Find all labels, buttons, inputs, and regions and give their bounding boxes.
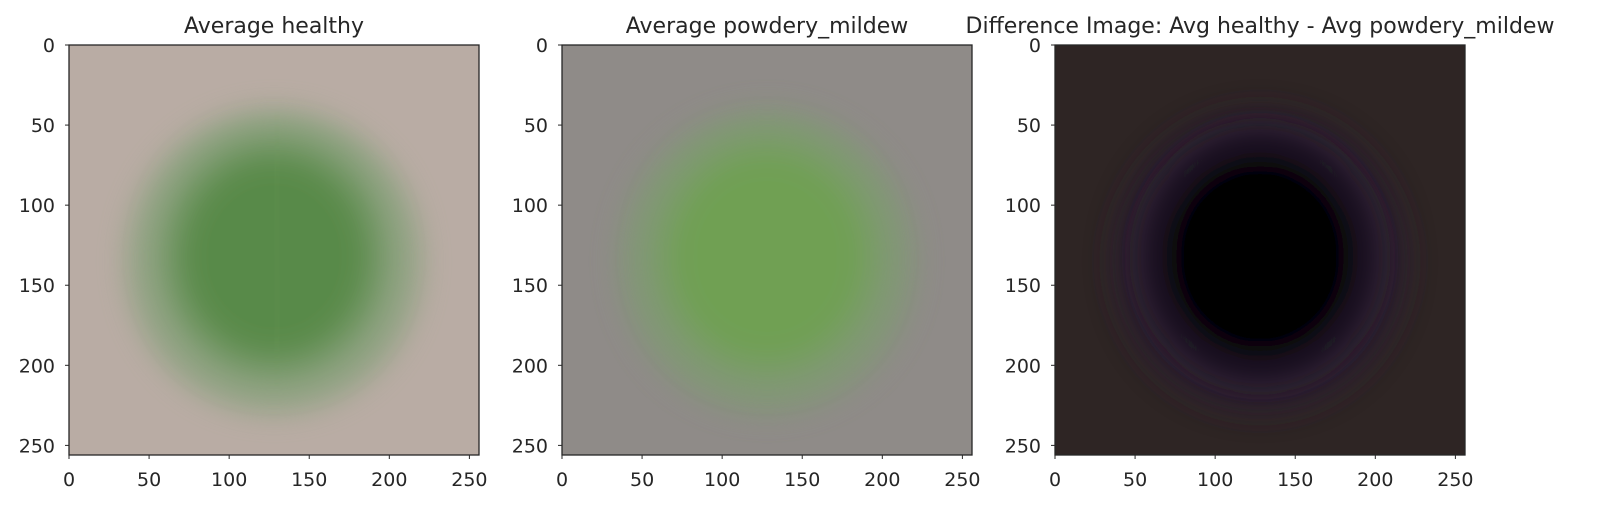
- y-tick-label: 250: [1005, 435, 1041, 457]
- y-tick-label: 50: [524, 115, 548, 137]
- y-tick-label: 150: [19, 275, 55, 297]
- y-tick-label: 100: [19, 195, 55, 217]
- axes-frame: [561, 44, 973, 456]
- panel-1: Average healthy 0 50 100 150 200 250 0 50 100 150 2…: [19, 14, 488, 491]
- x-tick-label: 200: [864, 469, 900, 491]
- axes-frame: [1054, 44, 1466, 456]
- x-tick-label: 0: [1049, 469, 1061, 491]
- y-tick-label: 100: [1005, 195, 1041, 217]
- y-tick-label: 0: [1029, 35, 1041, 57]
- y-tick-label: 50: [31, 115, 55, 137]
- x-tick-label: 100: [1197, 469, 1233, 491]
- average-image: [1055, 45, 1465, 455]
- y-tick-label: 50: [1017, 115, 1041, 137]
- x-tick-label: 0: [63, 469, 75, 491]
- panel-title: Difference Image: Avg healthy - Avg powd…: [966, 14, 1555, 39]
- y-tick-label: 150: [1005, 275, 1041, 297]
- x-tick-label: 150: [291, 469, 327, 491]
- leaf-blob: [1141, 129, 1379, 384]
- x-tick-label: 0: [556, 469, 568, 491]
- x-tick-label: 250: [1437, 469, 1473, 491]
- panel-title: Average healthy: [184, 14, 364, 39]
- panel-3: Difference Image: Avg healthy - Avg powd…: [966, 14, 1555, 491]
- x-tick-label: 150: [784, 469, 820, 491]
- y-tick-label: 100: [512, 195, 548, 217]
- y-tick-label: 0: [536, 35, 548, 57]
- x-tick-label: 50: [630, 469, 654, 491]
- x-tick-label: 200: [1357, 469, 1393, 491]
- x-tick-label: 250: [451, 469, 487, 491]
- x-tick-label: 100: [211, 469, 247, 491]
- leaf-blob: [648, 129, 886, 384]
- y-tick-label: 0: [43, 35, 55, 57]
- y-tick-label: 200: [1005, 355, 1041, 377]
- panel-title: Average powdery_mildew: [626, 14, 908, 39]
- leaf-midrib: [273, 133, 281, 366]
- y-tick-label: 250: [19, 435, 55, 457]
- x-tick-label: 200: [371, 469, 407, 491]
- leaf-blob: [155, 129, 393, 384]
- x-tick-label: 100: [704, 469, 740, 491]
- axes-frame: [68, 44, 480, 456]
- y-tick-label: 150: [512, 275, 548, 297]
- x-tick-label: 250: [944, 469, 980, 491]
- y-tick-label: 200: [512, 355, 548, 377]
- x-tick-label: 50: [137, 469, 161, 491]
- y-tick-label: 250: [512, 435, 548, 457]
- x-tick-label: 50: [1123, 469, 1147, 491]
- average-image: [69, 45, 479, 455]
- panel-2: Average powdery_mildew 0 50 100 150 200 250 0 50…: [512, 14, 981, 491]
- x-tick-label: 150: [1277, 469, 1313, 491]
- average-image: [562, 45, 972, 455]
- y-tick-label: 200: [19, 355, 55, 377]
